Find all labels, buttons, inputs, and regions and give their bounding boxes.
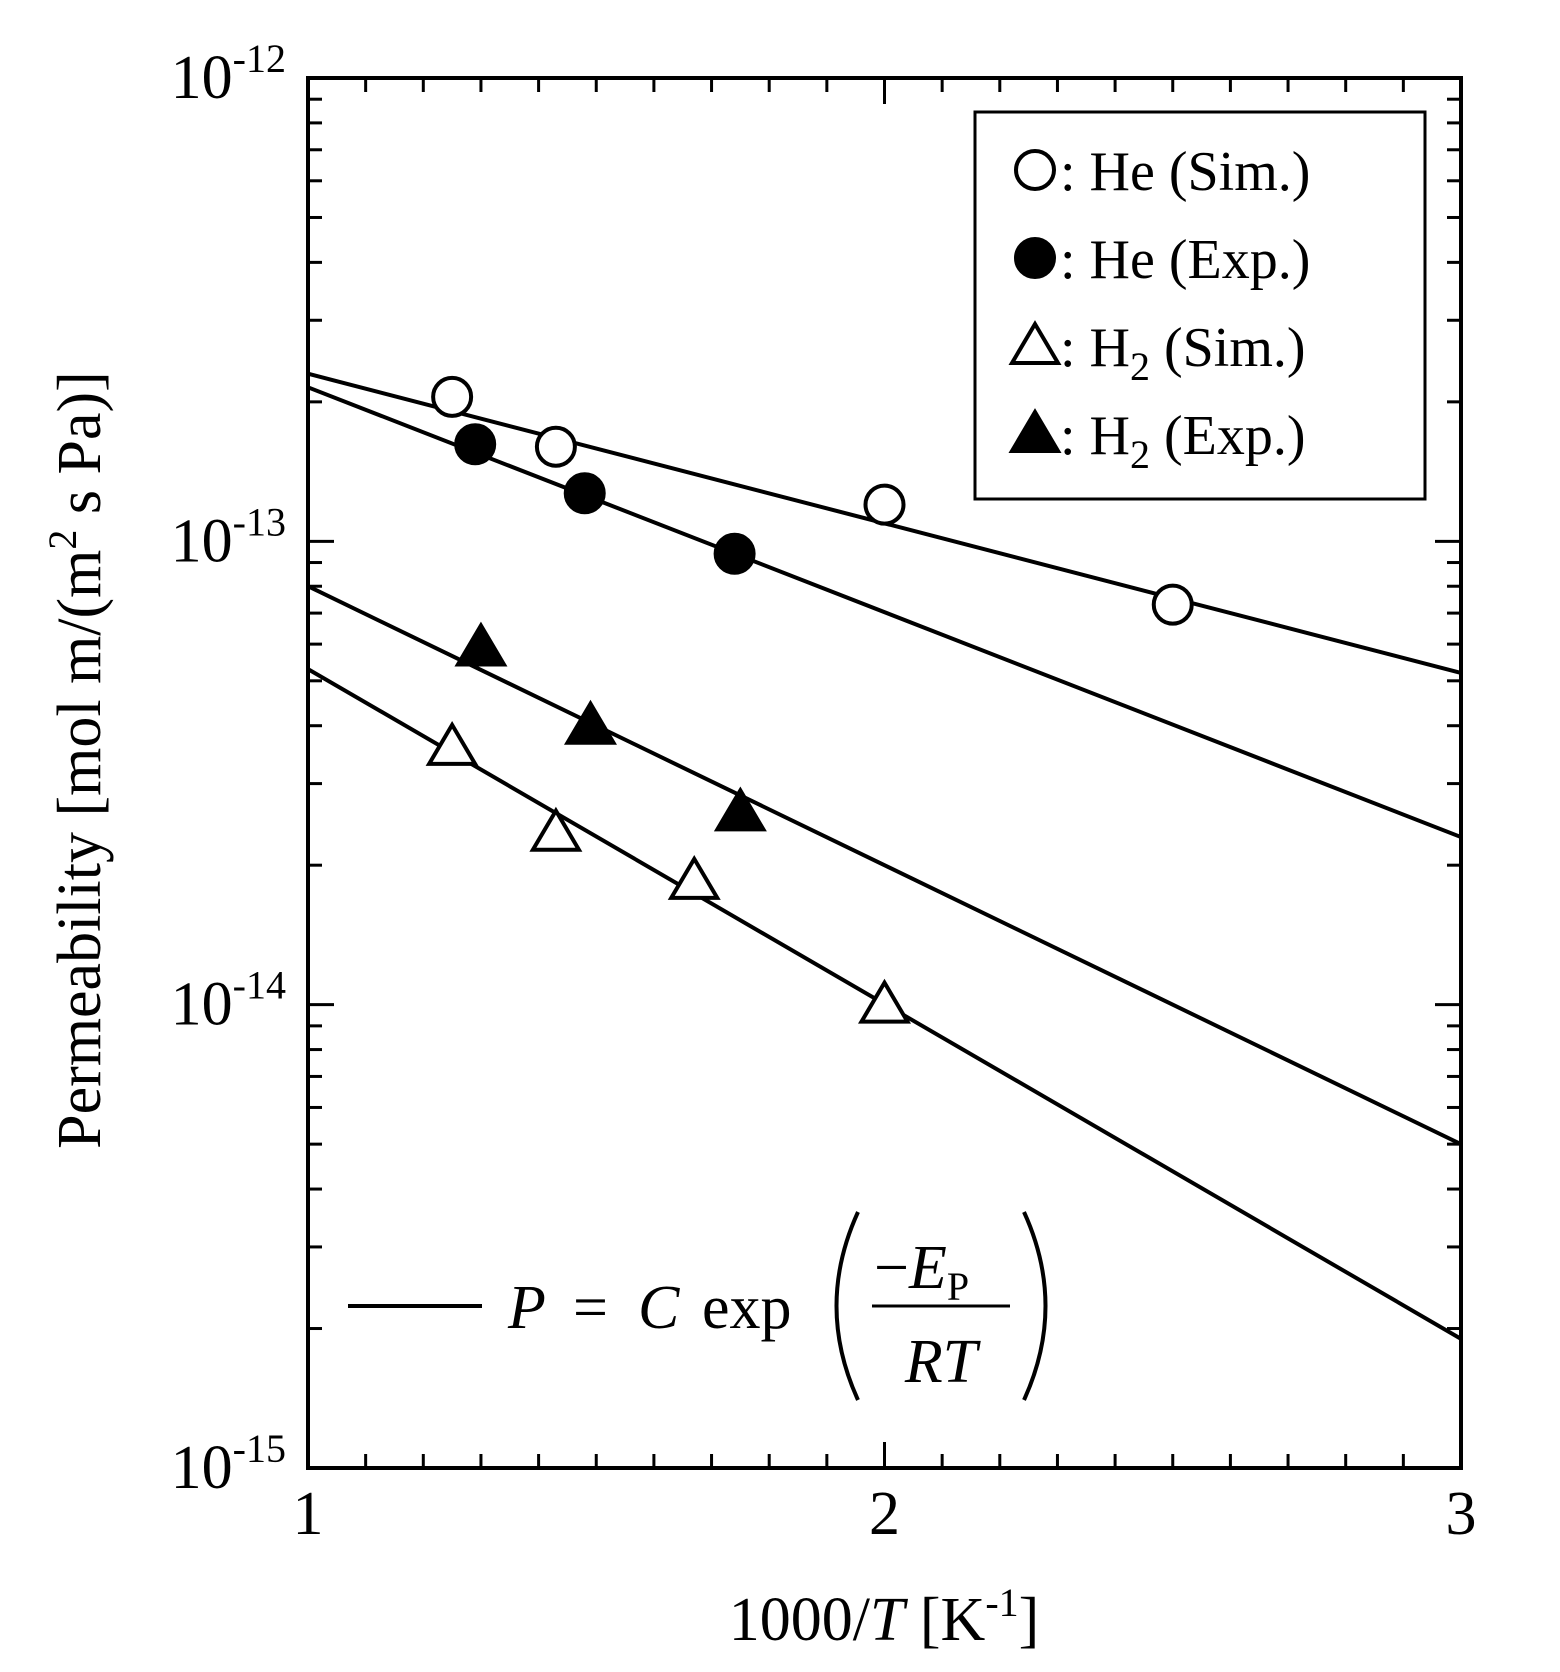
x-tick-label: 2 [869, 1480, 900, 1548]
legend-label: : He (Sim.) [1060, 141, 1310, 203]
fit-line [307, 385, 1462, 839]
equation-denominator: RT [904, 1328, 982, 1396]
equation-right-paren [1022, 1211, 1048, 1401]
legend-label: : H2 (Exp.) [1060, 405, 1306, 477]
y-tick-label: 10-15 [171, 1426, 286, 1502]
x-tick-label: 1 [293, 1480, 324, 1548]
data-point [563, 699, 617, 745]
equation-exp: exp [702, 1274, 792, 1342]
plot-area-frame [306, 76, 1463, 1470]
data-point [1151, 583, 1194, 626]
data-point [529, 806, 583, 852]
data-point [454, 423, 497, 466]
legend-label: : He (Exp.) [1060, 229, 1310, 291]
legend-marker [1014, 149, 1056, 191]
x-axis-title: 1000/T [K-1] [729, 1580, 1040, 1654]
y-tick-label: 10-13 [171, 499, 286, 575]
data-point [431, 375, 474, 418]
equation-left-paren [834, 1211, 860, 1401]
legend-marker [1008, 408, 1062, 453]
data-point [713, 786, 767, 832]
data-point [425, 720, 479, 766]
equation-lhs: P [507, 1274, 546, 1342]
legend-label: : H2 (Sim.) [1060, 317, 1306, 389]
legend-marker [1008, 320, 1062, 365]
y-tick-labels: 10-15 10-14 10-13 10-12 [171, 36, 286, 1502]
data-point [863, 483, 906, 526]
fit-line [307, 584, 1462, 1146]
legend: : He (Sim.) : He (Exp.) : H2 (Sim.) : H2 (E… [973, 110, 1427, 501]
data-point [857, 978, 912, 1024]
legend-marker [1014, 237, 1056, 279]
data-point [563, 472, 606, 515]
data-point [713, 532, 756, 575]
data-point [534, 425, 577, 468]
fit-equation: P = C exp −EP RT [348, 1211, 1048, 1401]
y-axis-title: Permeability [mol m/(m2 s Pa)] [40, 371, 114, 1149]
x-tick-label: 3 [1446, 1480, 1477, 1548]
data-point [454, 621, 508, 667]
y-tick-label: 10-14 [171, 963, 286, 1039]
equation-equals: = [573, 1274, 608, 1342]
y-tick-label: 10-12 [171, 36, 286, 112]
equation-numerator: −EP [874, 1234, 969, 1309]
data-point [667, 854, 721, 900]
data-markers [425, 375, 1194, 1024]
equation-coef: C [638, 1274, 680, 1342]
x-tick-labels: 1 2 3 [293, 1480, 1477, 1548]
